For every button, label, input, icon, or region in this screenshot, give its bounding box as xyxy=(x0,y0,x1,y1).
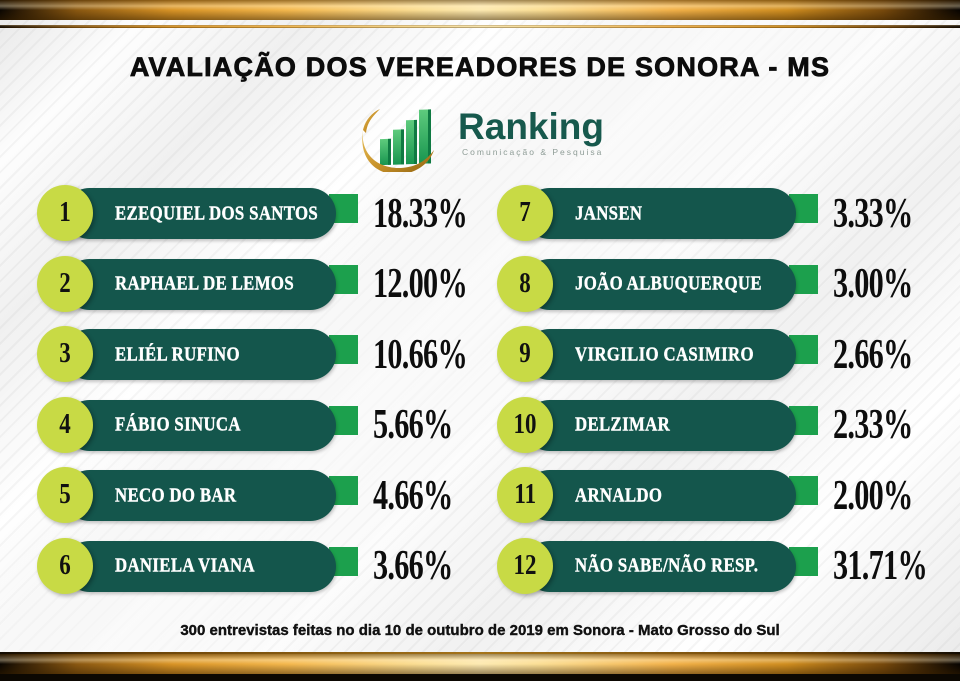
bar-chart-swoosh-icon xyxy=(362,109,435,172)
rank-number: 10 xyxy=(513,408,537,440)
candidate-name: DELZIMAR xyxy=(575,413,671,436)
candidate-name: JANSEN xyxy=(575,202,643,224)
candidate-name: ELIÉL RUFINO xyxy=(115,343,240,365)
page-title: AVALIAÇÃO DOS VEREADORES DE SONORA - MS xyxy=(129,52,831,83)
ranking-logo: Ranking Comunicação & Pesquisa xyxy=(0,100,960,172)
rank-badge: 9 xyxy=(497,326,553,382)
ranking-row: RAPHAEL DE LEMOS 2 12.00% xyxy=(37,255,470,312)
rank-badge: 7 xyxy=(497,185,553,241)
percentage-value: 3.00% xyxy=(833,261,913,307)
candidate-name-pill xyxy=(524,188,796,239)
ranking-row: ARNALDO 11 2.00% xyxy=(497,467,930,523)
ranking-row: EZEQUIEL DOS SANTOS 1 18.33% xyxy=(37,185,470,241)
rank-badge: 3 xyxy=(37,326,93,382)
logo-text-block: Ranking Comunicação & Pesquisa xyxy=(458,100,604,157)
rank-badge: 6 xyxy=(37,537,93,594)
ranking-row: JANSEN 7 3.33% xyxy=(497,185,930,241)
ranking-row: NECO DO BAR 5 4.66% xyxy=(37,467,470,523)
ranking-row: FÁBIO SINUCA 4 5.66% xyxy=(37,396,470,453)
rank-badge: 11 xyxy=(497,467,553,523)
rank-number: 6 xyxy=(59,549,71,581)
candidate-name: ARNALDO xyxy=(575,484,663,506)
percentage-value: 2.66% xyxy=(833,331,913,378)
percentage-value: 10.66% xyxy=(373,331,468,378)
rank-number: 3 xyxy=(59,338,71,369)
logo-wordmark: Ranking xyxy=(458,106,604,147)
percentage-value: 3.33% xyxy=(833,190,913,237)
bottom-black-base xyxy=(0,674,960,681)
percentage-value: 18.33% xyxy=(373,190,468,237)
candidate-name: NÃO SABE/NÃO RESP. xyxy=(575,554,759,577)
ranking-row: DANIELA VIANA 6 3.66% xyxy=(37,537,470,594)
percentage-value: 2.00% xyxy=(833,472,913,519)
ranking-row: ELIÉL RUFINO 3 10.66% xyxy=(37,326,470,382)
rank-number: 2 xyxy=(59,267,71,299)
rank-number: 5 xyxy=(59,479,71,510)
bottom-gold-hairline xyxy=(0,652,960,654)
ranking-grid: EZEQUIEL DOS SANTOS 1 18.33% RAPHAEL DE … xyxy=(37,185,930,594)
percentage-value: 3.66% xyxy=(373,543,453,589)
percentage-value: 2.33% xyxy=(833,402,913,448)
bottom-gold-bar xyxy=(0,654,960,674)
rank-badge: 4 xyxy=(37,396,93,453)
candidate-name: NECO DO BAR xyxy=(115,484,237,506)
rank-badge: 10 xyxy=(497,396,553,453)
ranking-row: VIRGILIO CASIMIRO 9 2.66% xyxy=(497,326,930,382)
ranking-row: DELZIMAR 10 2.33% xyxy=(497,396,930,453)
candidate-name: DANIELA VIANA xyxy=(115,554,255,577)
top-gold-bar xyxy=(0,0,960,20)
top-gold-pinstripe xyxy=(0,25,960,28)
candidate-name: JOÃO ALBUQUERQUE xyxy=(575,272,762,295)
rank-number: 4 xyxy=(59,408,71,440)
rank-badge: 1 xyxy=(37,185,93,241)
percentage-value: 31.71% xyxy=(833,543,928,589)
rank-number: 7 xyxy=(519,197,531,228)
candidate-name: EZEQUIEL DOS SANTOS xyxy=(115,202,319,224)
percentage-value: 5.66% xyxy=(373,402,453,448)
rank-number: 9 xyxy=(519,338,531,369)
survey-footnote: 300 entrevistas feitas no dia 10 de outu… xyxy=(180,622,780,639)
rank-number: 11 xyxy=(514,479,536,510)
rank-badge: 8 xyxy=(497,255,553,312)
candidate-name: RAPHAEL DE LEMOS xyxy=(115,272,295,295)
rank-badge: 5 xyxy=(37,467,93,523)
percentage-value: 12.00% xyxy=(373,261,468,307)
rank-number: 12 xyxy=(513,549,537,581)
candidate-name: VIRGILIO CASIMIRO xyxy=(575,343,754,365)
logo-tagline: Comunicação & Pesquisa xyxy=(462,147,604,157)
rank-number: 8 xyxy=(519,267,531,299)
rank-badge: 12 xyxy=(497,537,553,594)
percentage-value: 4.66% xyxy=(373,472,453,519)
rank-number: 1 xyxy=(59,197,71,228)
rank-badge: 2 xyxy=(37,255,93,312)
ranking-row: NÃO SABE/NÃO RESP. 12 31.71% xyxy=(497,537,930,594)
candidate-name: FÁBIO SINUCA xyxy=(115,413,241,436)
ranking-row: JOÃO ALBUQUERQUE 8 3.00% xyxy=(497,255,930,312)
